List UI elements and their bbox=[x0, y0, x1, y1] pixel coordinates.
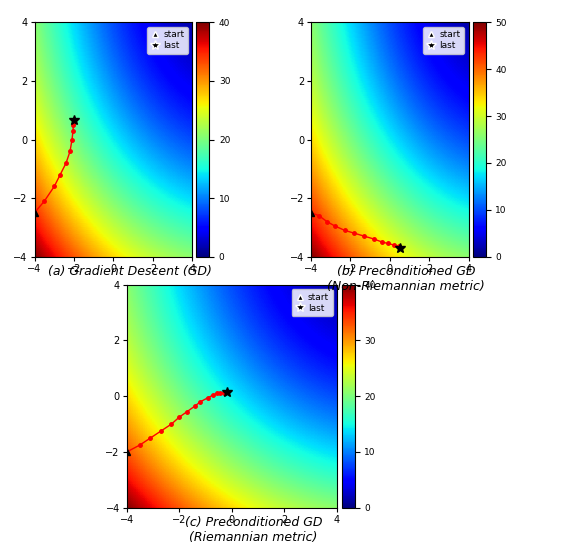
Legend: start, last: start, last bbox=[147, 27, 188, 54]
Text: (a) Gradient Descent (GD): (a) Gradient Descent (GD) bbox=[48, 265, 211, 278]
Legend: start, last: start, last bbox=[423, 27, 464, 54]
Legend: start, last: start, last bbox=[291, 289, 332, 316]
Text: (b) Preconditioned GD
(Non-Riemannian metric): (b) Preconditioned GD (Non-Riemannian me… bbox=[327, 265, 485, 293]
Text: (c) Preconditioned GD
(Riemannian metric): (c) Preconditioned GD (Riemannian metric… bbox=[185, 516, 322, 544]
